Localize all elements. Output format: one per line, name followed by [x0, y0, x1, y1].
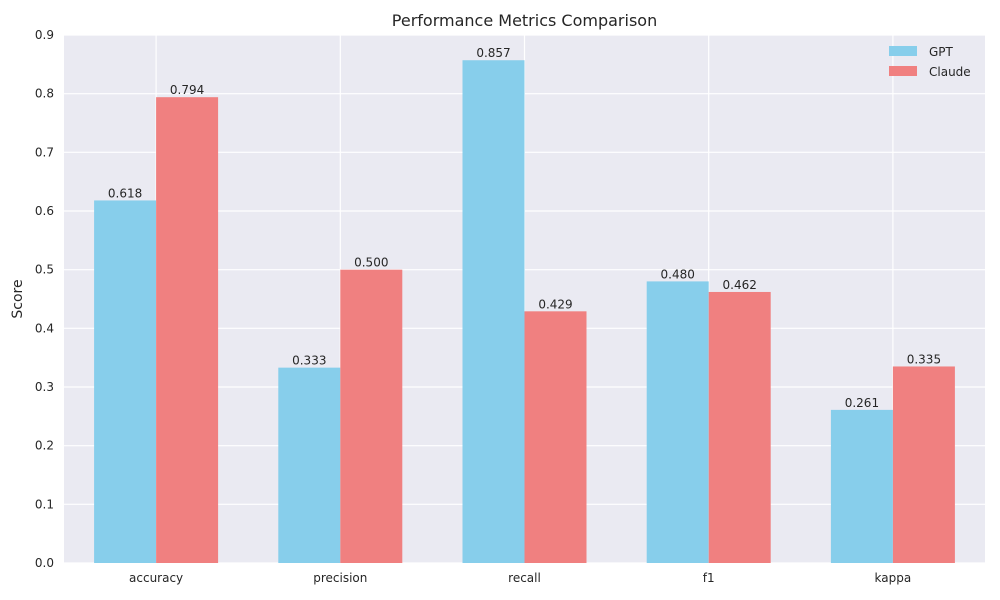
bar-claude-precision[interactable] [340, 269, 403, 563]
y-tick-label: 0.4 [35, 321, 54, 335]
y-tick-label: 0.1 [35, 497, 54, 511]
y-axis-ticks: 0.0 0.1 0.2 0.3 0.4 0.5 0.6 0.7 0.8 0.9 [35, 28, 54, 570]
y-tick-label: 0.8 [35, 87, 54, 101]
legend-swatch-gpt [889, 46, 917, 56]
legend[interactable]: GPT Claude [889, 45, 971, 79]
x-tick-label: accuracy [129, 571, 183, 585]
x-axis-ticks: accuracy precision recall f1 kappa [129, 571, 911, 585]
bar-gpt-kappa[interactable] [830, 409, 893, 563]
bar-claude-kappa[interactable] [892, 366, 955, 563]
bars [94, 60, 955, 564]
x-tick-label: recall [508, 571, 541, 585]
y-tick-label: 0.0 [35, 556, 54, 570]
bar-claude-accuracy[interactable] [156, 97, 219, 563]
y-tick-label: 0.2 [35, 439, 54, 453]
data-label-gpt-precision: 0.333 [292, 354, 326, 368]
data-label-gpt-recall: 0.857 [476, 46, 510, 60]
y-tick-label: 0.3 [35, 380, 54, 394]
data-label-gpt-accuracy: 0.618 [108, 186, 142, 200]
data-labels: 0.618 0.333 0.857 0.480 0.261 0.794 0.500 0.429… [108, 46, 941, 410]
data-label-gpt-kappa: 0.261 [845, 396, 879, 410]
data-label-claude-f1: 0.462 [723, 278, 757, 292]
x-tick-label: precision [313, 571, 367, 585]
chart-title: Performance Metrics Comparison [392, 11, 657, 30]
data-label-claude-recall: 0.429 [538, 297, 572, 311]
y-tick-label: 0.5 [35, 263, 54, 277]
bar-claude-f1[interactable] [708, 291, 771, 563]
y-tick-label: 0.9 [35, 28, 54, 42]
bar-claude-recall[interactable] [524, 311, 587, 563]
x-tick-label: f1 [703, 571, 715, 585]
legend-label-gpt: GPT [929, 45, 954, 59]
y-axis-label: Score [10, 279, 26, 318]
y-tick-label: 0.6 [35, 204, 54, 218]
bar-gpt-f1[interactable] [646, 281, 709, 563]
data-label-claude-accuracy: 0.794 [170, 83, 204, 97]
bar-gpt-precision[interactable] [278, 367, 341, 563]
y-tick-label: 0.7 [35, 145, 54, 159]
data-label-claude-precision: 0.500 [354, 256, 388, 270]
x-tick-label: kappa [875, 571, 912, 585]
data-label-claude-kappa: 0.335 [907, 352, 941, 366]
legend-swatch-claude [889, 66, 917, 76]
bar-gpt-accuracy[interactable] [94, 200, 157, 563]
data-label-gpt-f1: 0.480 [661, 267, 695, 281]
legend-label-claude: Claude [929, 65, 971, 79]
bar-gpt-recall[interactable] [462, 60, 525, 564]
